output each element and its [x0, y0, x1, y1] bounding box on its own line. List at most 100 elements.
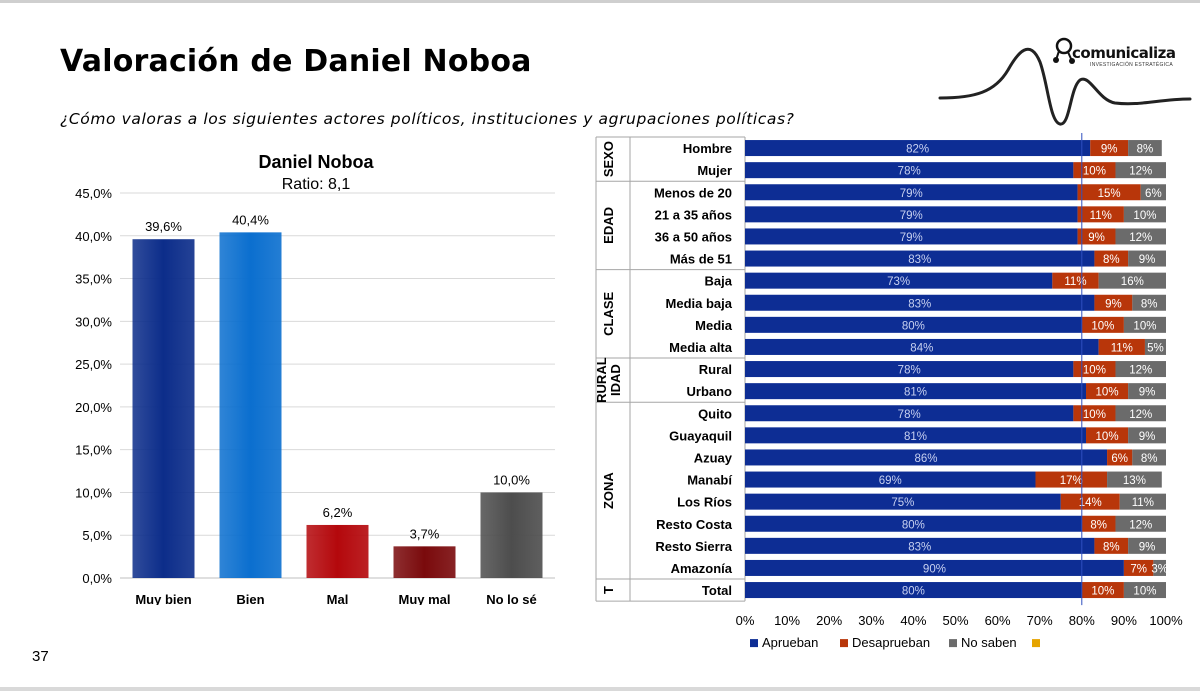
segment-label: 9%: [1139, 387, 1156, 399]
x-category-label: Mal: [327, 592, 349, 605]
segment-label: 12%: [1129, 519, 1152, 531]
legend-label: Aprueban: [762, 635, 818, 650]
row-label: 21 a 35 años: [655, 207, 732, 222]
page-subtitle: ¿Cómo valoras a los siguientes actores p…: [60, 110, 795, 128]
x-tick-label: 50%: [942, 613, 968, 628]
bar-segment: [745, 493, 1061, 510]
bar-segment: [1081, 582, 1124, 599]
segment-label: 15%: [1098, 188, 1121, 200]
segment-label: 6%: [1145, 188, 1162, 200]
segment-label: 14%: [1079, 497, 1102, 509]
bottom-border: [0, 687, 1200, 691]
row-label: 36 a 50 años: [655, 229, 732, 244]
left-chart-bars: [132, 232, 543, 578]
segment-label: 86%: [915, 453, 938, 465]
logo-icon: [1053, 37, 1075, 64]
bar-segment: [1140, 184, 1166, 201]
bar-segment: [1086, 383, 1129, 400]
right-chart-legend: Aprueban Desaprueban No saben: [750, 635, 1040, 650]
bar-segment: [1132, 294, 1166, 311]
y-tick-label: 40,0%: [75, 229, 112, 244]
bar-segment: [745, 338, 1099, 355]
segment-label: 78%: [898, 409, 921, 421]
y-tick-label: 15,0%: [75, 443, 112, 458]
x-tick-label: 60%: [985, 613, 1011, 628]
bar-segment: [1123, 559, 1154, 576]
bar-segment: [1115, 405, 1166, 422]
segment-label: 8%: [1141, 298, 1158, 310]
x-tick-label: 20%: [816, 613, 842, 628]
segment-label: 6%: [1111, 453, 1128, 465]
segment-label: 7%: [1130, 563, 1147, 575]
segment-label: 82%: [906, 144, 929, 156]
bar-segment: [745, 559, 1124, 576]
y-tick-label: 35,0%: [75, 272, 112, 287]
group-label-line: SEXO: [601, 141, 616, 177]
bar-segment: [1081, 515, 1116, 532]
bar-segment: [745, 140, 1091, 157]
legend-swatch: [949, 639, 957, 648]
segment-label: 10%: [1133, 320, 1156, 332]
bar-segment: [1144, 338, 1166, 355]
segment-label: 11%: [1064, 276, 1086, 288]
segment-label: 8%: [1090, 519, 1107, 531]
row-label: Rural: [699, 362, 732, 377]
bar-segment: [745, 184, 1078, 201]
segment-label: 83%: [908, 254, 931, 266]
segment-label: 83%: [908, 298, 931, 310]
bar-segment: [1077, 184, 1141, 201]
y-tick-label: 45,0%: [75, 186, 112, 201]
group-label: EDAD: [601, 207, 616, 244]
bar-segment: [1123, 206, 1166, 223]
y-tick-label: 10,0%: [75, 485, 112, 500]
group-label: SEXO: [601, 141, 616, 177]
x-tick-label: 40%: [900, 613, 926, 628]
bar-segment: [1094, 294, 1133, 311]
group-label-line: CLASE: [601, 291, 616, 335]
segment-label: 79%: [900, 188, 923, 200]
bar-1: [132, 239, 195, 578]
segment-label: 75%: [891, 497, 914, 509]
bar-segment: [745, 250, 1095, 267]
y-tick-label: 30,0%: [75, 314, 112, 329]
group-label: RURALIDAD: [594, 357, 623, 403]
segment-label: 10%: [1096, 387, 1119, 399]
bar-segment: [1128, 427, 1166, 444]
vertical-bar-chart: Daniel Noboa Ratio: 8,1 0,0% 5,0% 10,0% 15,…: [75, 152, 555, 605]
segment-label: 8%: [1141, 453, 1158, 465]
bar-segment: [1073, 405, 1116, 422]
segment-label: 11%: [1111, 342, 1133, 354]
right-chart-x-axis: 0% 10% 20% 30% 40% 50% 60% 70% 80% 90% 100%: [736, 613, 1183, 628]
segment-label: 9%: [1101, 144, 1118, 156]
group-label-line: EDAD: [601, 207, 616, 244]
segment-label: 10%: [1133, 210, 1156, 222]
bar-segment: [745, 515, 1082, 532]
bar-value-label: 39,6%: [145, 219, 182, 234]
bar-segment: [745, 582, 1082, 599]
segment-label: 10%: [1083, 166, 1106, 178]
bar-segment: [1128, 383, 1166, 400]
logo-name: comunicaliza: [1072, 44, 1176, 62]
right-chart-group-labels: SEXO EDAD CLASE RURALIDAD ZONA T: [594, 141, 623, 594]
y-tick-label: 5,0%: [82, 528, 112, 543]
row-label: Manabí: [687, 473, 732, 488]
page-number: 37: [32, 648, 49, 665]
row-label: Media baja: [666, 296, 733, 311]
bar-4: [393, 546, 456, 578]
bar-segment: [1098, 338, 1145, 355]
segment-label: 9%: [1139, 541, 1156, 553]
segment-label: 9%: [1088, 232, 1105, 244]
bar-segment: [1094, 537, 1129, 554]
bar-segment: [1052, 272, 1099, 289]
y-tick-label: 0,0%: [82, 571, 112, 586]
row-label: Media alta: [669, 340, 733, 355]
segment-label: 90%: [923, 563, 946, 575]
bar-segment: [1123, 316, 1166, 333]
x-tick-label: 100%: [1149, 613, 1183, 628]
row-label: Los Ríos: [677, 495, 732, 510]
segment-label: 5%: [1147, 342, 1164, 354]
x-tick-label: 30%: [858, 613, 884, 628]
segment-label: 10%: [1133, 586, 1156, 598]
bar-segment: [745, 272, 1053, 289]
bar-segment: [1073, 162, 1116, 179]
